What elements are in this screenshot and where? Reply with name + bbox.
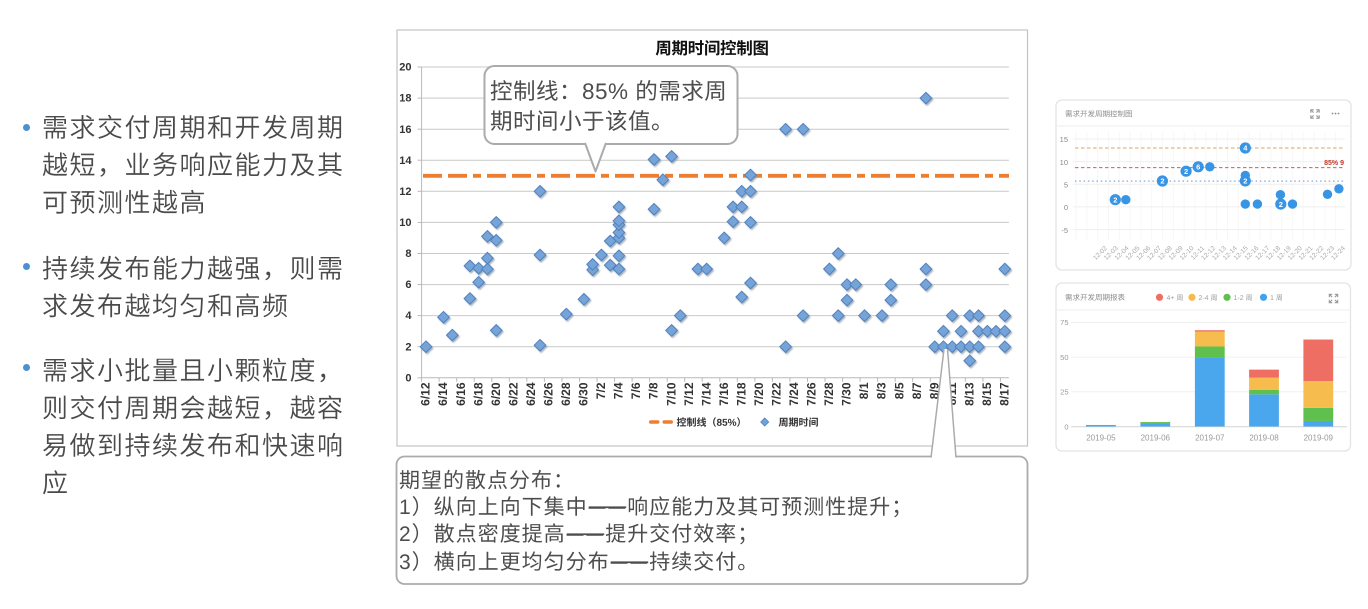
svg-text:7/10: 7/10: [664, 382, 678, 406]
svg-text:8/1: 8/1: [857, 382, 871, 399]
svg-text:75: 75: [1060, 318, 1068, 327]
svg-text:20: 20: [399, 62, 411, 74]
svg-text:2: 2: [1160, 177, 1164, 186]
svg-text:16: 16: [399, 124, 411, 136]
svg-text:7/22: 7/22: [770, 382, 784, 406]
svg-text:7/18: 7/18: [734, 382, 748, 406]
svg-text:6/28: 6/28: [559, 382, 573, 406]
svg-text:6/30: 6/30: [577, 382, 591, 406]
svg-text:2: 2: [405, 341, 411, 353]
svg-text:6/18: 6/18: [471, 382, 485, 406]
svg-text:2: 2: [1113, 195, 1117, 204]
svg-text:14: 14: [399, 155, 412, 167]
svg-text:7/4: 7/4: [612, 382, 626, 399]
svg-text:-5: -5: [1061, 226, 1068, 235]
svg-text:7/26: 7/26: [805, 382, 819, 406]
svg-text:8/15: 8/15: [980, 382, 994, 406]
svg-text:7/30: 7/30: [840, 382, 854, 406]
svg-text:6/14: 6/14: [436, 382, 450, 406]
svg-text:8: 8: [405, 248, 411, 260]
svg-text:8/13: 8/13: [962, 382, 976, 406]
svg-text:7/16: 7/16: [717, 382, 731, 406]
svg-text:4: 4: [405, 310, 412, 322]
svg-text:10: 10: [399, 217, 411, 229]
svg-text:15: 15: [1060, 135, 1068, 144]
svg-text:8/3: 8/3: [875, 382, 889, 399]
svg-text:0: 0: [405, 372, 411, 384]
svg-text:18: 18: [399, 93, 411, 105]
svg-text:6/16: 6/16: [454, 382, 468, 406]
svg-text:6/12: 6/12: [419, 382, 433, 406]
svg-text:7/24: 7/24: [787, 382, 801, 406]
svg-text:7/8: 7/8: [647, 382, 661, 399]
svg-text:50: 50: [1060, 353, 1068, 362]
svg-text:2019-08: 2019-08: [1249, 434, 1279, 443]
svg-text:7/6: 7/6: [629, 382, 643, 399]
svg-text:2: 2: [1243, 177, 1247, 186]
svg-text:4: 4: [1243, 144, 1248, 153]
svg-text:2019-05: 2019-05: [1086, 434, 1116, 443]
svg-text:6/22: 6/22: [506, 382, 520, 406]
svg-text:5: 5: [1064, 181, 1068, 190]
svg-text:2: 2: [1184, 167, 1188, 176]
svg-text:25: 25: [1060, 388, 1068, 397]
svg-text:7/20: 7/20: [752, 382, 766, 406]
svg-text:2019-09: 2019-09: [1304, 434, 1334, 443]
svg-text:2: 2: [1279, 200, 1283, 209]
svg-text:8/17: 8/17: [998, 382, 1012, 406]
svg-text:6/20: 6/20: [489, 382, 503, 406]
svg-text:10: 10: [1060, 158, 1068, 167]
svg-text:0: 0: [1064, 422, 1068, 431]
svg-text:8/5: 8/5: [892, 382, 906, 399]
svg-text:6/26: 6/26: [542, 382, 556, 406]
svg-text:6/24: 6/24: [524, 382, 538, 406]
svg-text:85% 9: 85% 9: [1324, 160, 1344, 167]
svg-text:6: 6: [1196, 163, 1200, 172]
svg-text:7/2: 7/2: [594, 382, 608, 399]
svg-text:7/28: 7/28: [822, 382, 836, 406]
svg-text:2019-06: 2019-06: [1141, 434, 1171, 443]
svg-text:7/12: 7/12: [682, 382, 696, 406]
svg-text:6: 6: [405, 279, 411, 291]
svg-text:2019-07: 2019-07: [1195, 434, 1225, 443]
svg-text:7/14: 7/14: [699, 382, 713, 406]
svg-text:8/7: 8/7: [910, 382, 924, 399]
svg-text:0: 0: [1064, 203, 1068, 212]
svg-text:12: 12: [399, 186, 411, 198]
